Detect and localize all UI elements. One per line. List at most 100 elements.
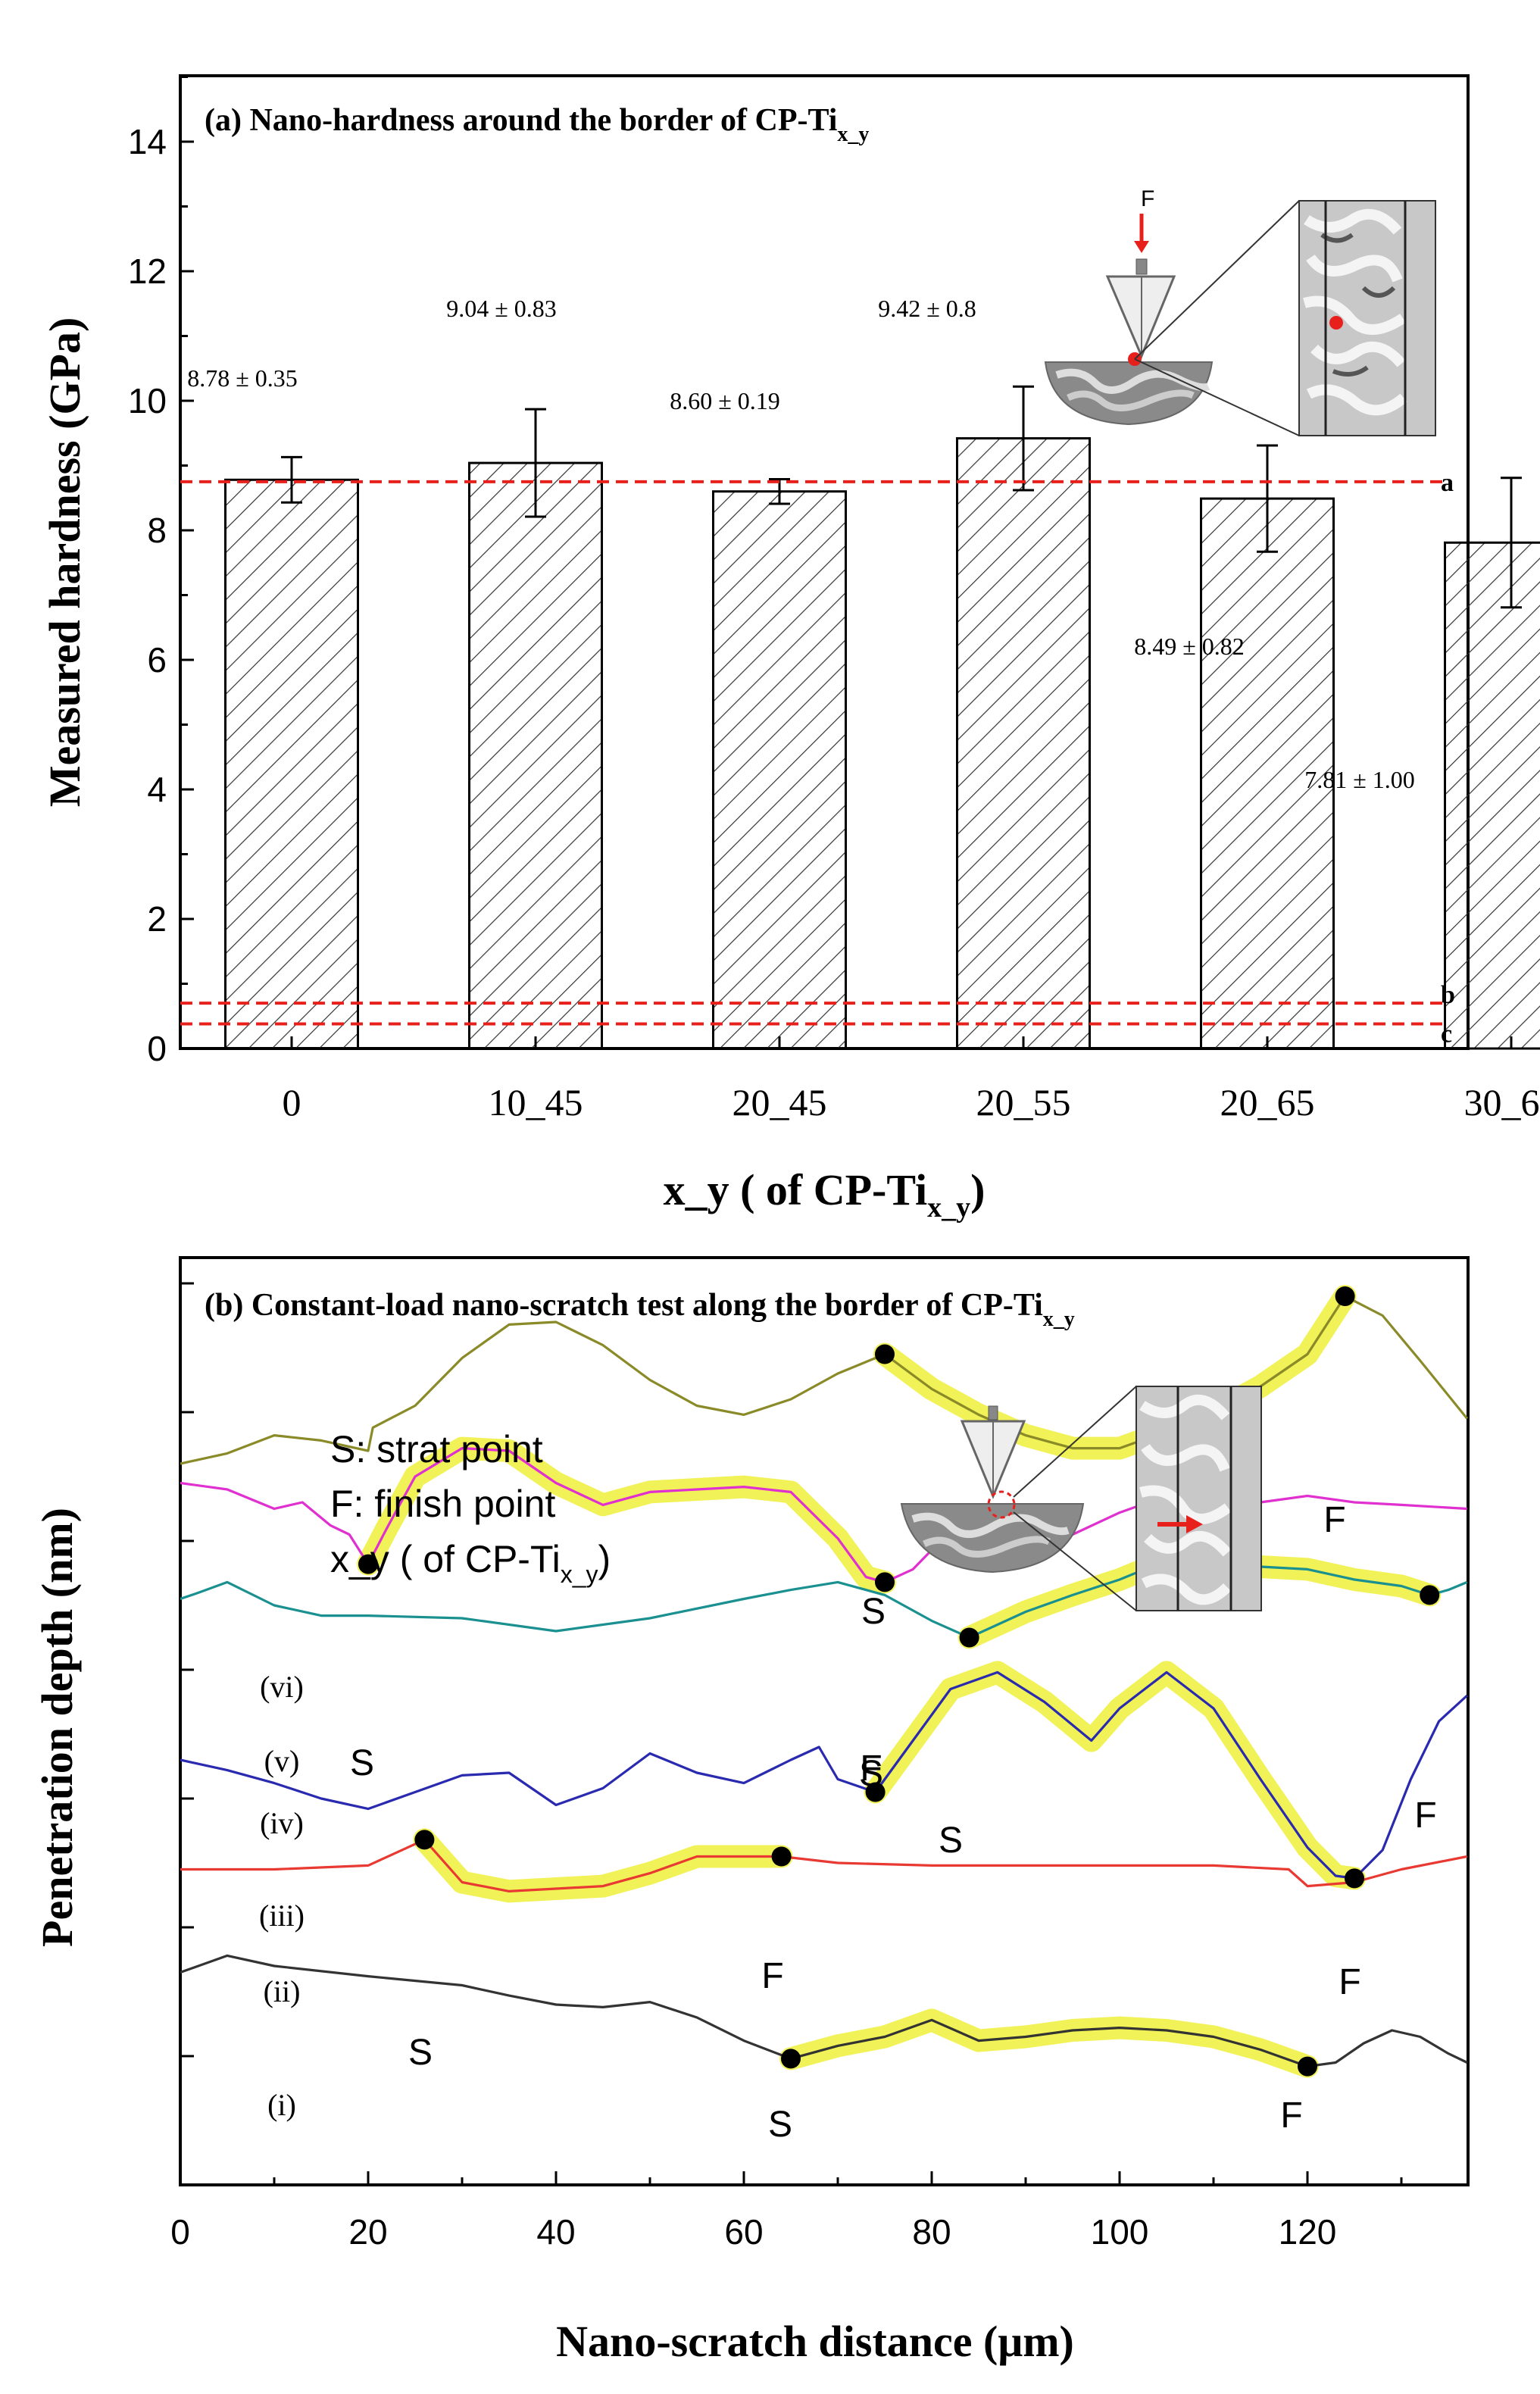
series-line-0 xyxy=(180,1954,1468,2068)
series-line-3 xyxy=(180,1558,1468,1639)
panel-b-x-axis: 0 20 40 60 80 100 120 xyxy=(170,2171,1403,2252)
x-tick-label-20_55: 20_55 xyxy=(976,1081,1071,1124)
inset-force-label: F xyxy=(1141,186,1154,211)
panel-a-y-axis: 0 2 4 6 8 10 12 14 xyxy=(128,76,194,1068)
finish-label-2: F xyxy=(1339,1962,1360,2002)
x-tick-label-20: 20 xyxy=(348,2212,387,2252)
panel-a: (a) Nano-hardness around the border of C… xyxy=(40,74,1540,1224)
panel-b-ylabel: Penetration depth (nm) xyxy=(33,1508,82,1947)
x-tick-label-40: 40 xyxy=(536,2212,575,2252)
legend-finish-point: F: finish point xyxy=(330,1483,555,1525)
curve-label-1: (ii) xyxy=(264,1974,301,2008)
start-marker-4 xyxy=(358,1554,378,1574)
scratch-zone-circle-icon xyxy=(987,1490,1016,1519)
start-marker-1 xyxy=(414,1830,435,1850)
scratch-inset xyxy=(900,1386,1262,1611)
y-tick-label-2: 2 xyxy=(147,899,167,939)
reference-label-a: a xyxy=(1441,469,1454,497)
value-label-20_55: 9.42 ± 0.8 xyxy=(878,295,976,322)
value-label-20_65: 8.49 ± 0.82 xyxy=(1134,633,1245,660)
panel-b-frame xyxy=(179,1256,1470,2186)
bar-20_45 xyxy=(712,490,847,1050)
series-line-5 xyxy=(180,1295,1468,1465)
bar-0 xyxy=(224,478,359,1050)
panel-b-series xyxy=(180,1295,1468,2068)
start-label-3: S xyxy=(939,1821,963,1861)
finish-label-1: F xyxy=(761,1956,783,1996)
indenter-shaft-icon xyxy=(1135,258,1148,275)
curve-label-4: (v) xyxy=(264,1744,300,1778)
y-tick-label-8: 8 xyxy=(147,511,167,550)
scratch-shaft-icon xyxy=(988,1405,998,1420)
value-label-20_45: 8.60 ± 0.19 xyxy=(670,387,780,414)
x-tick-label-30_65: 30_65 xyxy=(1464,1081,1540,1124)
panel-b-highlights xyxy=(357,1285,1442,2078)
finish-marker-5 xyxy=(1335,1286,1355,1306)
y-tick-label-6: 6 xyxy=(147,640,167,680)
x-tick-label-20_45: 20_45 xyxy=(733,1081,827,1124)
start-label-2: S xyxy=(859,1754,883,1794)
value-label-10_45: 9.04 ± 0.83 xyxy=(446,295,557,322)
start-label-0: S xyxy=(768,2105,792,2145)
indentation-inset: F xyxy=(1044,186,1436,436)
finish-marker-0 xyxy=(1298,2056,1317,2077)
highlight-1 xyxy=(413,1828,793,1903)
panel-a-value-labels: 8.78 ± 0.35 9.04 ± 0.83 8.60 ± 0.19 9.42 ± … xyxy=(187,295,1415,793)
finish-marker-3 xyxy=(1420,1585,1440,1605)
x-tick-label-80: 80 xyxy=(912,2212,951,2252)
inset-indent-point-icon xyxy=(1329,316,1343,330)
force-arrowhead-icon xyxy=(1134,241,1149,253)
start-label-5: S xyxy=(861,1592,886,1632)
bar-10_45 xyxy=(468,461,603,1050)
start-marker-3 xyxy=(959,1627,979,1648)
highlight-0 xyxy=(779,2008,1319,2078)
finish-marker-4 xyxy=(875,1572,895,1592)
start-marker-5 xyxy=(875,1344,895,1364)
microstructure-inset-icon xyxy=(1298,200,1436,436)
series-line-1 xyxy=(180,1838,1468,1892)
finish-label-4: F xyxy=(860,1749,882,1789)
panel-b: (b) Constant-load nano-scratch test alon… xyxy=(33,1256,1470,2366)
y-tick-label-10: 10 xyxy=(128,381,167,420)
curve-label-2: (iii) xyxy=(259,1899,305,1933)
finish-marker-1 xyxy=(771,1846,792,1867)
finish-label-5: F xyxy=(1323,1500,1345,1540)
start-marker-0 xyxy=(781,2049,801,2069)
panel-b-curve-labels: (i) (ii) (iii) (iv) (v) (vi) xyxy=(259,1670,305,2122)
scratch-arrowhead-icon xyxy=(1186,1515,1203,1533)
curve-label-5: (vi) xyxy=(260,1670,304,1704)
curve-label-0: (i) xyxy=(267,2088,296,2122)
finish-label-3: F xyxy=(1414,1796,1436,1836)
start-label-4: S xyxy=(350,1743,374,1783)
bar-20_55 xyxy=(956,437,1091,1050)
panel-a-title: (a) Nano-hardness around the border of C… xyxy=(205,103,869,146)
scratch-microstructure-icon xyxy=(1135,1386,1262,1611)
legend-start-point: S: strat point xyxy=(330,1428,543,1470)
finish-marker-2 xyxy=(1345,1868,1364,1889)
x-tick-label-60: 60 xyxy=(724,2212,763,2252)
panel-a-bars xyxy=(224,437,1540,1050)
curve-label-3: (iv) xyxy=(260,1806,304,1840)
y-tick-label-4: 4 xyxy=(147,770,167,809)
finish-label-0: F xyxy=(1280,2096,1302,2136)
x-tick-label-0: 0 xyxy=(283,1081,301,1124)
y-tick-label-12: 12 xyxy=(128,252,167,291)
value-label-30_65: 7.81 ± 1.00 xyxy=(1304,766,1415,793)
bar-30_65 xyxy=(1444,541,1540,1050)
panel-b-legend: S: strat point F: finish point x_y ( of … xyxy=(330,1428,611,1588)
panel-b-xlabel: Nano-scratch distance (μm) xyxy=(556,2317,1074,2366)
value-label-0: 8.78 ± 0.35 xyxy=(187,364,298,392)
panel-a-xlabel: x_y ( of CP-Tix_y) xyxy=(664,1165,986,1224)
x-tick-label-0: 0 xyxy=(170,2212,190,2252)
reference-label-b: b xyxy=(1441,981,1455,1009)
x-tick-label-10_45: 10_45 xyxy=(489,1081,583,1124)
x-tick-label-100: 100 xyxy=(1091,2212,1149,2252)
panel-a-reference-lines: a bc xyxy=(180,469,1455,1049)
legend-xy: x_y ( of CP-Tix_y) xyxy=(330,1538,611,1588)
reference-label-c: c xyxy=(1441,1020,1452,1049)
panel-a-x-axis: 0 10_45 20_45 20_55 20_65 30_65 xyxy=(283,1036,1540,1124)
y-tick-label-14: 14 xyxy=(128,122,167,161)
panel-a-ylabel: Measured hardness (GPa) xyxy=(40,317,89,808)
